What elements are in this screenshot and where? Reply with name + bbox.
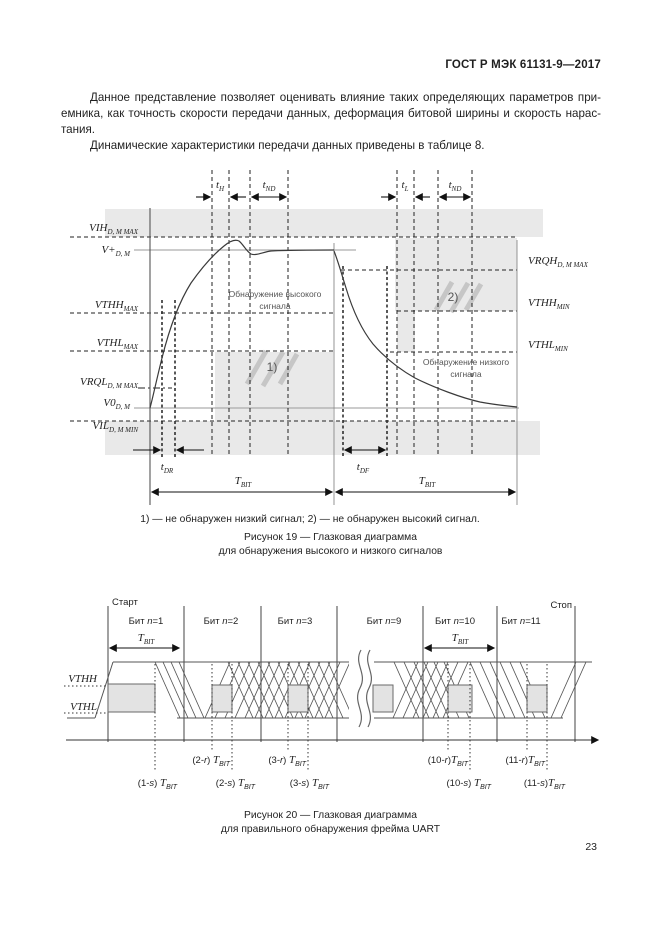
document-header: ГОСТ Р МЭК 61131-9—2017 — [445, 59, 601, 71]
label-t-nd-right: tND — [449, 179, 462, 193]
label-vil-min: VILD, M MIN — [93, 420, 139, 434]
intro-paragraph-2: Динамические характеристики передачи дан… — [90, 139, 485, 152]
uart-waveform — [67, 661, 592, 719]
label-t-df: tDF — [357, 461, 370, 475]
label-1s-tbit: (1-s) TBIT — [138, 777, 178, 791]
annotation-high-detect-2: сигнала — [259, 301, 290, 311]
label-t-dr: tDR — [161, 461, 174, 475]
caption-line: Рисунок 20 — Глазковая диаграмма — [244, 810, 417, 821]
figure-20-caption: Рисунок 20 — Глазковая диаграмма для пра… — [0, 809, 661, 837]
caption-line: для правильного обнаружения фрейма UART — [220, 824, 441, 835]
label-bit-1: Бит n=1 — [129, 616, 164, 627]
label-10s-tbit: (10-s) TBIT — [447, 777, 492, 791]
label-bit-10: Бит n=10 — [435, 616, 475, 627]
label-tbit-bit10: TBIT — [452, 632, 470, 646]
paragraph-line: Данное представление позволяет оценивать… — [90, 91, 601, 104]
label-start: Старт — [112, 597, 138, 608]
caption-line: для обнаружения высокого и низкого сигна… — [218, 546, 443, 557]
label-11s-tbit: (11-s)TBIT — [524, 777, 566, 791]
label-bit-9: Бит n=9 — [367, 616, 402, 627]
label-vthh: VTHH — [68, 673, 98, 685]
annotation-low-detect-2: сигнала — [450, 369, 481, 379]
intro-paragraph: Данное представление позволяет оценивать… — [61, 90, 601, 138]
label-vplus: V+D, M — [101, 244, 131, 258]
label-tbit-bit1: TBIT — [138, 632, 156, 646]
label-t-nd-left: tND — [263, 179, 276, 193]
caption-line: Рисунок 19 — Глазковая диаграмма — [244, 532, 417, 543]
region-1-label: 1) — [267, 360, 278, 374]
label-vthl: VTHL — [70, 701, 97, 713]
region-2-hatch — [433, 280, 484, 314]
label-v0: V0D, M — [103, 397, 131, 411]
page-number: 23 — [585, 841, 597, 853]
label-2s-tbit: (2-s) TBIT — [216, 777, 256, 791]
sample-gridlines — [64, 664, 548, 772]
label-vthl-min: VTHLMIN — [528, 339, 568, 353]
figure-19-footnote: 1) — не обнаружен низкий сигнал; 2) — не… — [140, 514, 480, 525]
paragraph-line: емника, как точность скорости передачи д… — [61, 107, 601, 120]
timing-gridlines — [149, 170, 518, 505]
label-2r-tbit: (2-r) TBIT — [192, 754, 230, 768]
figure-20-uart-eye-diagram: Старт Стоп Бит n=1 Бит n=2 Бит n=3 Бит n… — [64, 597, 600, 791]
label-bit-11: Бит n=11 — [501, 616, 540, 627]
shaded-regions — [105, 209, 543, 455]
label-bit-2: Бит n=2 — [204, 616, 239, 627]
label-vthl-max: VTHLMAX — [97, 337, 139, 351]
annotation-high-detect: Обнаружение высокого — [229, 289, 322, 299]
label-bit-3: Бит n=3 — [278, 616, 313, 627]
figure-19-caption: Рисунок 19 — Глазковая диаграмма для обн… — [0, 531, 661, 559]
threshold-sample-boxes — [107, 683, 548, 713]
timing-arrows — [133, 193, 517, 496]
paragraph-line: тания. — [61, 123, 96, 136]
label-11r-tbit: (11-r)TBIT — [505, 754, 545, 768]
break-symbol — [349, 648, 374, 736]
label-t-l: tL — [402, 179, 409, 193]
label-tbit-left: TBIT — [235, 475, 253, 489]
region-2-label: 2) — [448, 290, 459, 304]
label-vrqh-max: VRQHD, M MAX — [528, 255, 589, 269]
label-vthh-max: VTHHMAX — [95, 299, 139, 313]
label-stop: Стоп — [550, 600, 572, 611]
label-10r-tbit: (10-r)TBIT — [428, 754, 469, 768]
label-t-h: tH — [216, 179, 225, 193]
label-vrql-max: VRQLD, M MAX — [80, 376, 139, 390]
annotation-low-detect: Обнаружение низкого — [423, 357, 510, 367]
label-vih-max: VIHD, M MAX — [89, 222, 139, 236]
label-vthh-min: VTHHMIN — [528, 297, 570, 311]
figure-19-eye-diagram: VIHD, M MAX V+D, M VTHHMAX VTHLMAX VRQLD… — [70, 170, 589, 505]
signal-curve — [149, 239, 518, 409]
label-3r-tbit: (3-r) TBIT — [268, 754, 306, 768]
label-tbit-right: TBIT — [419, 475, 437, 489]
label-3s-tbit: (3-s) TBIT — [290, 777, 330, 791]
